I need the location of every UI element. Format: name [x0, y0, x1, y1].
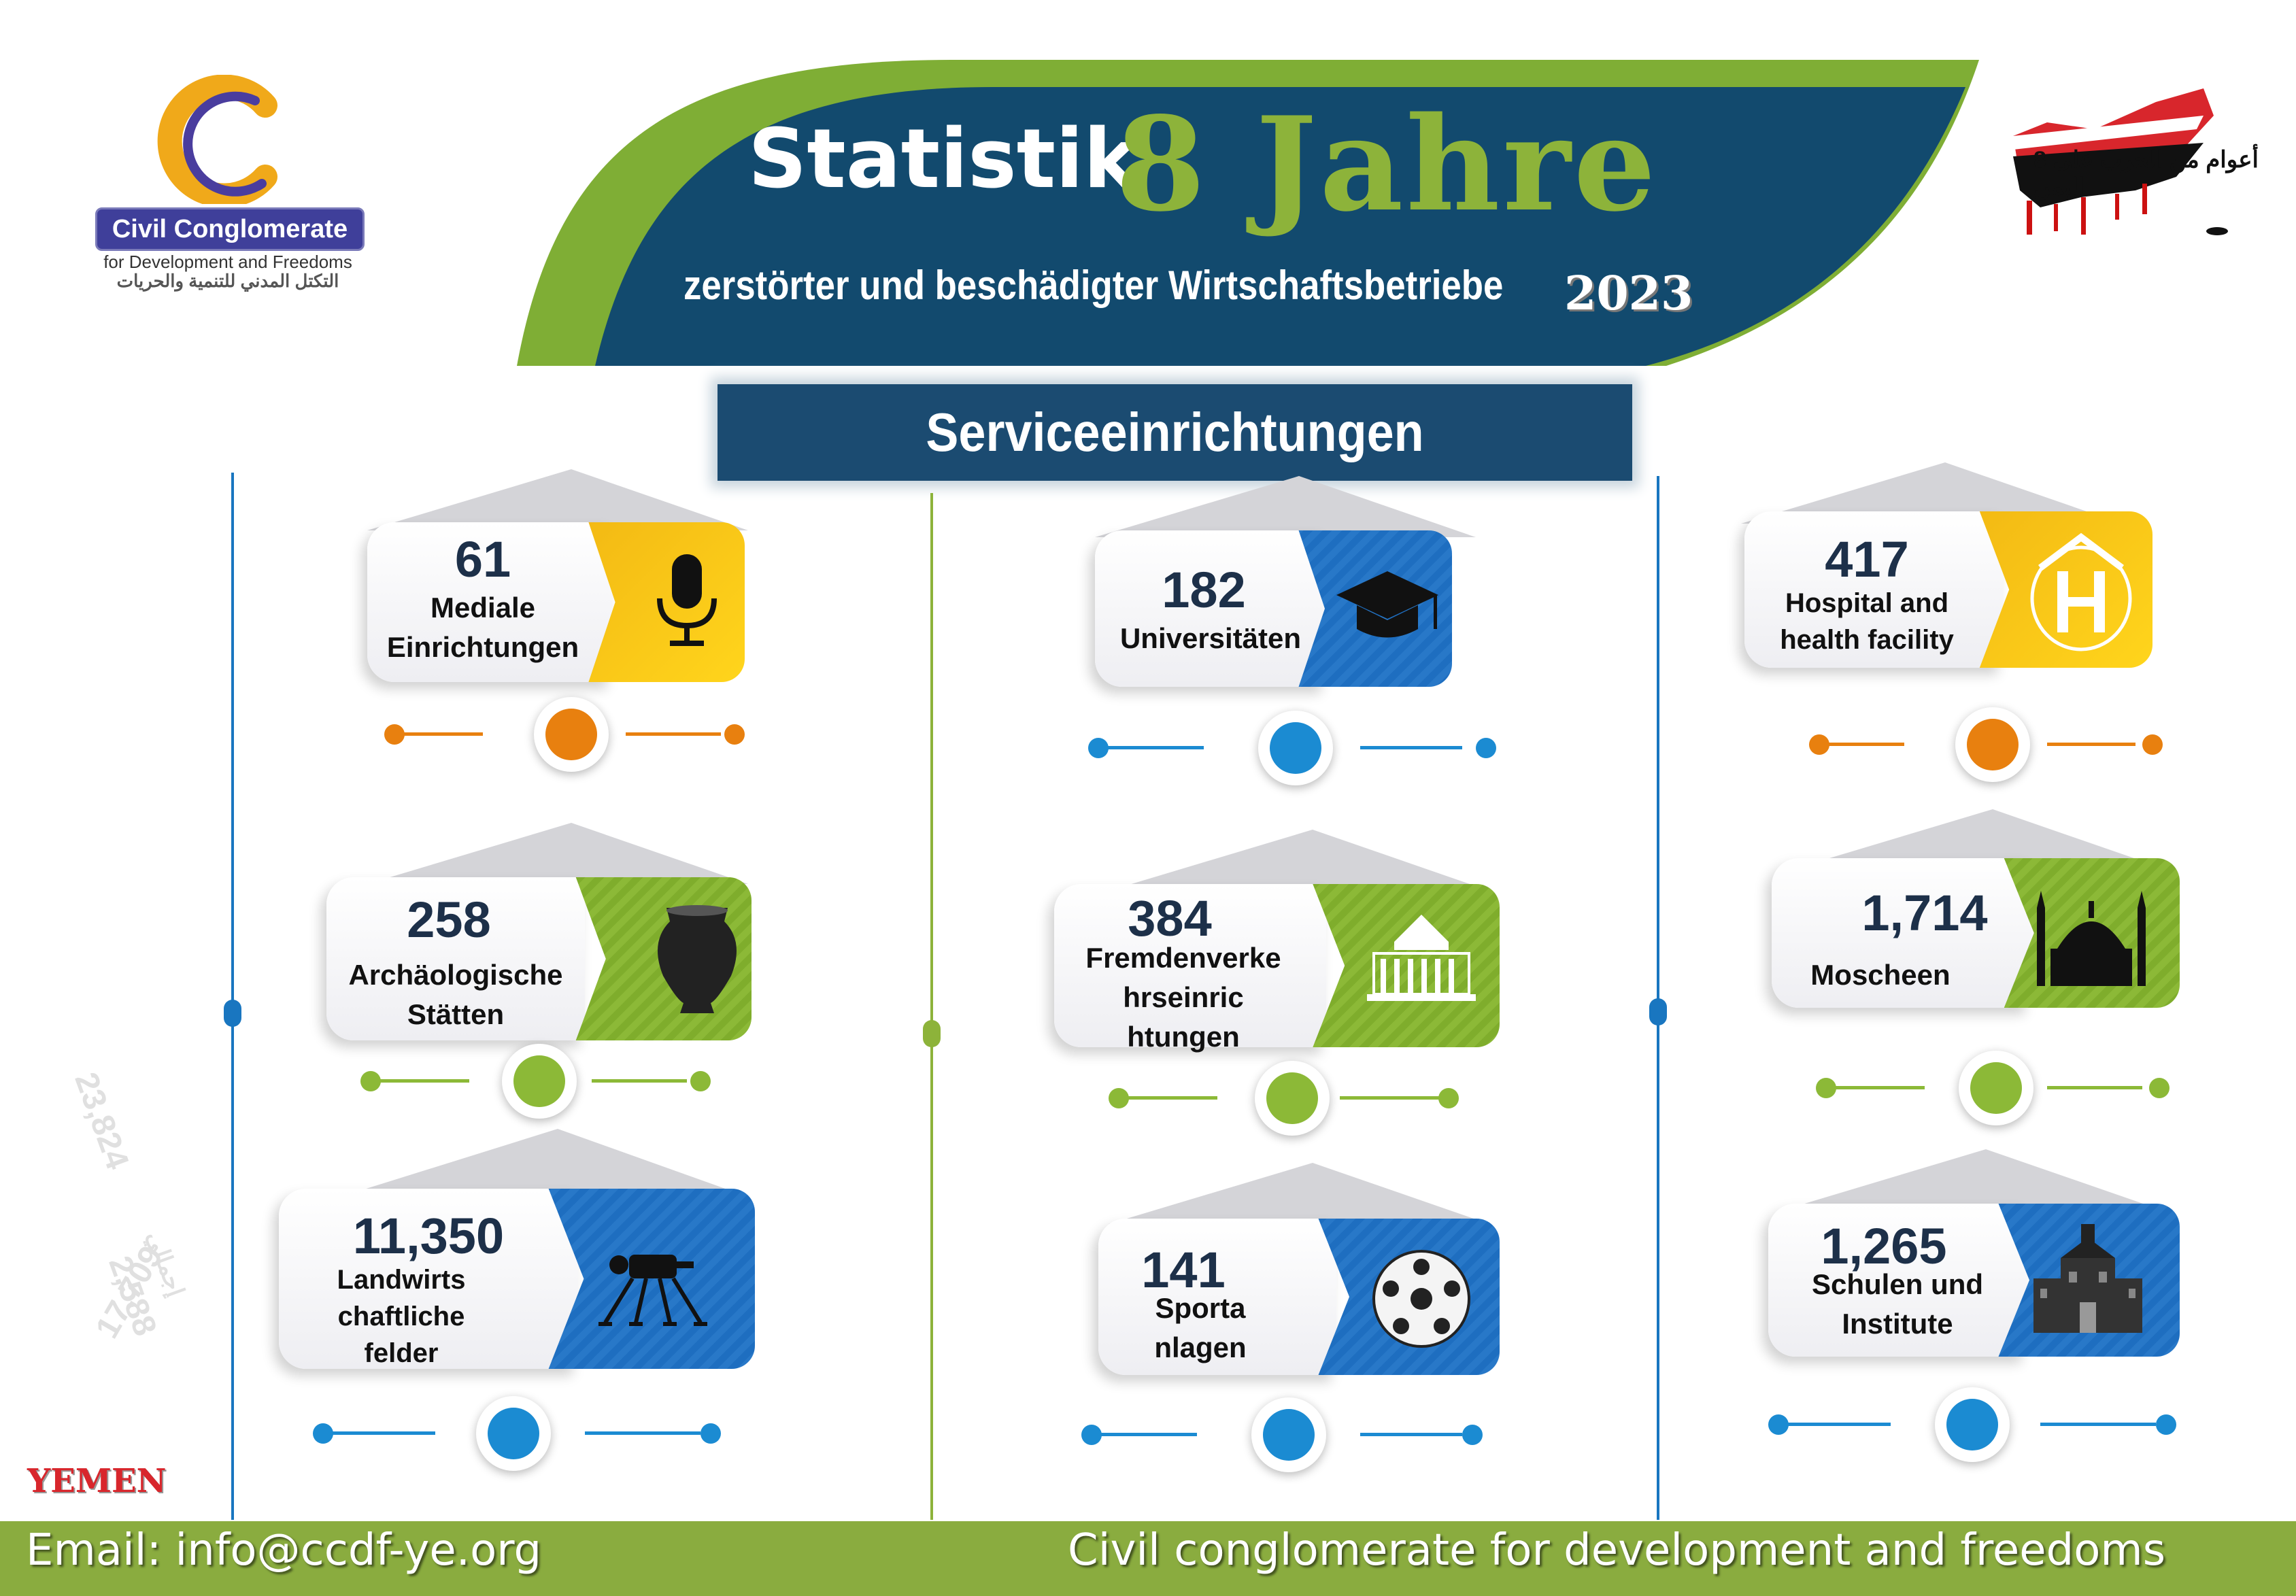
- footer-organization: Civil conglomerate for development and f…: [1068, 1525, 2166, 1576]
- footer-bar: [0, 1521, 2296, 1596]
- column-line-middle: [930, 493, 933, 1520]
- logo-subtitle: for Development and Freedoms: [103, 252, 352, 272]
- title-jahre: 8 Jahre: [1115, 88, 1659, 240]
- stat-label: Hospital and health facility: [1780, 588, 1954, 655]
- stat-card-tourism: 384 Fremdenverke hrseinric htungen: [1007, 830, 1510, 1163]
- stat-number: 182: [1162, 562, 1246, 618]
- tourism-building-icon: [1367, 915, 1476, 1001]
- stat-number: 141: [1141, 1242, 1226, 1298]
- stat-number: 384: [1128, 890, 1212, 947]
- column-line-left: [231, 473, 234, 1520]
- yemen-tag: YEMEN: [27, 1462, 167, 1500]
- logo-c-icon: [157, 75, 277, 204]
- stat-card-agriculture: 11,350 Landwirts chaftliche felder: [272, 1129, 775, 1471]
- stat-label: Fremdenverke hrseinric htungen: [1085, 942, 1281, 1053]
- vase-icon: [658, 905, 737, 1013]
- stat-label: Universitäten: [1119, 622, 1302, 654]
- school-icon: [2033, 1224, 2142, 1333]
- column-line-right: [1657, 476, 1659, 1520]
- title-statistik: Statistik: [748, 112, 1138, 207]
- hospital-icon: [2030, 532, 2132, 651]
- graduation-cap-icon: [1336, 571, 1438, 638]
- stat-card-archaeology: 258 Archäologische Stätten: [286, 823, 775, 1142]
- header-banner: [517, 60, 1979, 366]
- stat-number: 1,714: [1861, 885, 1988, 941]
- year-label: 2023: [1564, 267, 1693, 321]
- yemen-map-emblem-icon: [2013, 88, 2228, 235]
- stat-number: 1,265: [1821, 1218, 1947, 1274]
- column-dot-left: [224, 1000, 241, 1027]
- stat-number: 417: [1825, 531, 1909, 588]
- stat-card-universities: 182 Universitäten: [1054, 476, 1496, 802]
- stat-card-sports: 141 Sporta nlagen: [1054, 1163, 1517, 1489]
- subtitle: zerstörter und beschädigter Wirtschaftsb…: [683, 262, 1504, 308]
- column-dot-middle: [923, 1020, 941, 1047]
- stat-card-media: 61 Mediale Einrichtungen: [326, 469, 762, 782]
- stat-label: Moscheen: [1810, 959, 1951, 991]
- microphone-icon: [657, 554, 717, 646]
- stat-number: 11,350: [352, 1208, 505, 1264]
- stat-card-hospitals: 417 Hospital and health facility: [1700, 462, 2163, 789]
- stat-label: Landwirts chaftliche felder: [337, 1265, 466, 1368]
- mosque-icon: [2037, 891, 2146, 986]
- stat-label: Sporta nlagen: [1154, 1292, 1247, 1363]
- irrigation-icon: [598, 1255, 707, 1326]
- stat-card-mosques: 1,714 Moscheen: [1727, 809, 2197, 1136]
- section-title: Serviceeinrichtungen: [926, 402, 1424, 462]
- emblem-text: 8 أعوام من الحرب على اليمن: [2033, 147, 2259, 200]
- logo-name-box: Civil Conglomerate: [95, 207, 365, 251]
- column-dot-right: [1649, 998, 1667, 1025]
- section-band: Serviceeinrichtungen: [718, 384, 1632, 481]
- stat-label: Schulen und Institute: [1812, 1268, 1983, 1340]
- footer-email[interactable]: Email: info@ccdf-ye.org: [26, 1525, 542, 1576]
- stat-label: Mediale Einrichtungen: [386, 592, 579, 663]
- stat-number: 258: [407, 892, 491, 948]
- logo-name: Civil Conglomerate: [112, 215, 348, 243]
- stat-card-schools: 1,265 Schulen und Institute: [1727, 1149, 2197, 1476]
- football-icon: [1372, 1250, 1470, 1348]
- stat-label: Archäologische Stätten: [348, 959, 563, 1030]
- stat-number: 61: [454, 531, 511, 588]
- logo-arabic: التكتل المدني للتنمية والحريات: [116, 271, 339, 291]
- ghost-number: 23,824: [67, 1068, 136, 1174]
